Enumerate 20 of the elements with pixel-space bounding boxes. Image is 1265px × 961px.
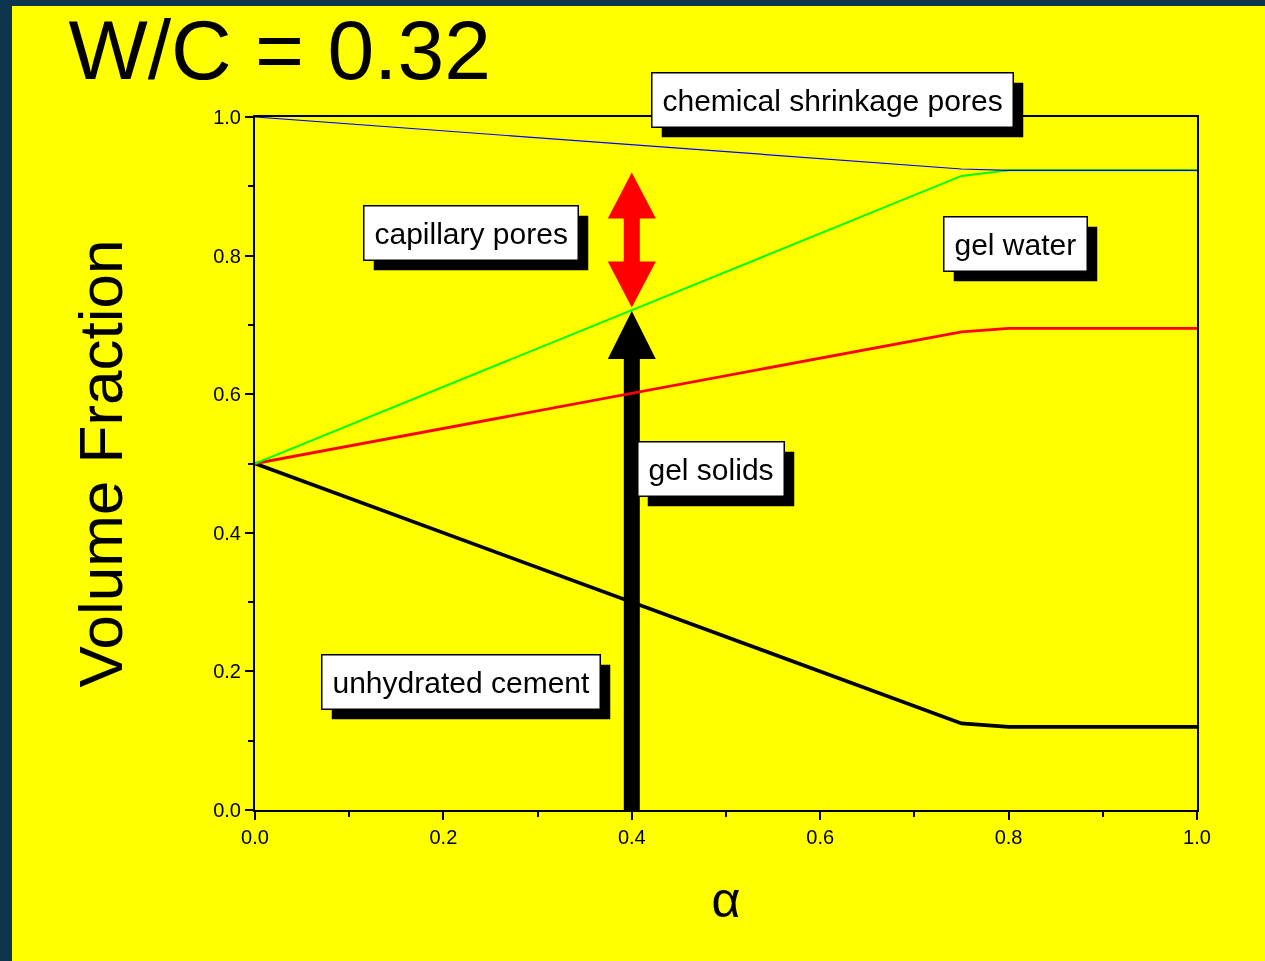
y-tick-label: 0.8	[213, 244, 241, 267]
annotation: gel solids	[648, 452, 774, 486]
x-axis-title: α	[711, 872, 741, 928]
y-tick-label: 0.0	[213, 799, 241, 821]
x-tick-label: 1.0	[1183, 826, 1211, 848]
x-tick-label: 0.8	[994, 826, 1023, 848]
x-tick-label: 0.2	[429, 826, 458, 848]
chart-title: W/C = 0.32	[68, 3, 491, 98]
y-tick-label: 1.0	[213, 106, 241, 128]
x-tick-label: 0.6	[806, 826, 835, 848]
y-tick-label: 0.2	[213, 660, 241, 683]
text: chemical shrinkage pores	[662, 83, 1003, 117]
annotation: gel water	[954, 227, 1077, 261]
annotation: unhydrated cement	[332, 665, 590, 699]
y-tick-label: 0.4	[213, 521, 241, 544]
annotation: capillary pores	[374, 216, 568, 250]
x-tick-label: 0.0	[241, 826, 269, 848]
y-tick-label: 0.6	[213, 383, 241, 406]
x-tick-label: 0.4	[617, 826, 646, 848]
y-axis-title: Volume Fraction	[66, 239, 136, 688]
